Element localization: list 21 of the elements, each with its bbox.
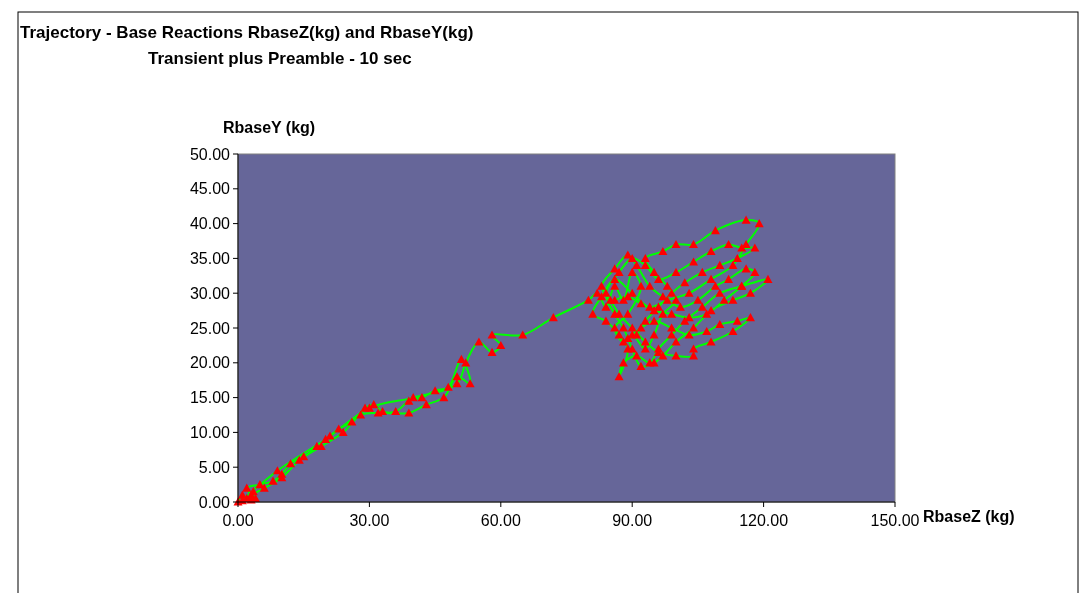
x-tick-label: 120.00 (739, 512, 789, 529)
x-tick-label: 60.00 (480, 512, 521, 529)
y-tick-label: 25.00 (189, 319, 231, 337)
chart-subtitle: Transient plus Preamble - 10 sec (148, 49, 412, 68)
y-tick-label: 5.00 (198, 458, 231, 476)
y-tick-label: 50.00 (189, 145, 231, 163)
y-axis-title: RbaseY (kg) (223, 119, 316, 136)
y-tick-label: 35.00 (189, 250, 231, 267)
x-tick-label: 150.00 (870, 512, 920, 529)
y-tick-label: 20.00 (189, 354, 231, 372)
x-tick-label: 90.00 (612, 512, 653, 529)
chart-title: Trajectory - Base Reactions RbaseZ(kg) and RbaseY(kg) (20, 23, 474, 42)
y-tick-label: 30.00 (189, 284, 231, 302)
y-tick-label: 15.00 (189, 389, 231, 407)
x-tick-label: 0.00 (222, 512, 254, 529)
y-tick-label: 0.00 (198, 493, 231, 511)
x-tick-label: 30.00 (349, 512, 390, 529)
x-axis-title: RbaseZ (kg) (923, 508, 1015, 525)
y-tick-label: 45.00 (189, 180, 231, 198)
y-tick-label: 40.00 (189, 215, 231, 233)
y-tick-label: 10.00 (189, 424, 231, 441)
